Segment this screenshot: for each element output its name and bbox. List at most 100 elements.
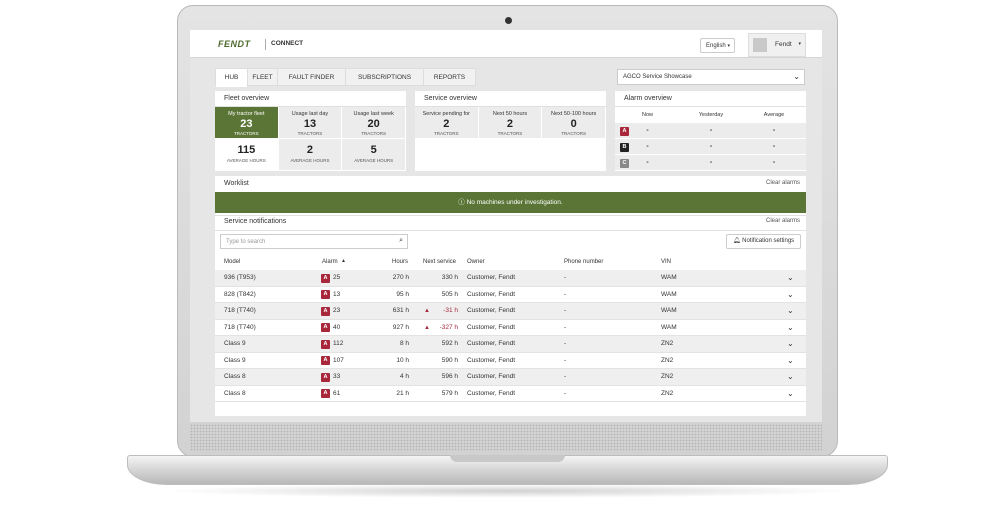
alarm-badge: A bbox=[321, 339, 330, 349]
expand-chevron[interactable]: ⌄ bbox=[787, 273, 794, 282]
cell-owner: Customer, Fendt bbox=[467, 274, 516, 281]
table-row[interactable]: Class 9 A 112 8 h 592 h Customer, Fendt - ZN2 ⌄ bbox=[215, 336, 806, 353]
alarm-badge: A bbox=[321, 356, 330, 365]
warning-icon: ▲ bbox=[424, 324, 430, 331]
cell-vin: ZN2 bbox=[661, 340, 674, 347]
table-body: 936 (T953) A 25 270 h 330 h Customer, Fendt - W… bbox=[215, 270, 806, 403]
service-overview: Service overview Service pending for 2 TRAC… bbox=[415, 91, 606, 171]
cell-model: Class 9 bbox=[224, 356, 246, 364]
divider bbox=[615, 106, 806, 107]
expand-chevron[interactable]: ⌄ bbox=[787, 355, 794, 365]
stat-value: 0 bbox=[570, 118, 577, 130]
cell-owner: Customer, Fendt bbox=[467, 389, 516, 397]
column-header[interactable]: Hours bbox=[392, 259, 409, 265]
stat-cell: 5 AVERAGE HOURS bbox=[342, 139, 406, 171]
stat-label: Service pending for bbox=[422, 111, 471, 117]
language-select[interactable]: English ▾ bbox=[700, 38, 735, 53]
divider bbox=[415, 106, 606, 107]
column-header: Average bbox=[742, 107, 806, 123]
cell-hours: 95 h bbox=[396, 290, 409, 298]
expand-chevron[interactable]: ⌄ bbox=[787, 372, 794, 381]
panel-title: Service overview bbox=[424, 95, 477, 102]
expand-chevron[interactable]: ⌄ bbox=[787, 289, 794, 299]
stat-cell: Service pending for 2 TRACTORS bbox=[415, 107, 479, 139]
sort-icon: ▲ bbox=[341, 258, 346, 264]
table-row[interactable]: 718 (T740) A 40 927 h ▲ -327 h Customer, Fendt… bbox=[215, 319, 806, 336]
alarm-value: - bbox=[709, 159, 713, 166]
stat-cell: 2 AVERAGE HOURS bbox=[278, 139, 343, 171]
table-row[interactable]: Class 8 A 61 21 h 579 h Customer, Fendt - ZN2 ⌄ bbox=[215, 385, 806, 402]
column-header[interactable]: Next service bbox=[423, 259, 457, 265]
expand-chevron[interactable]: ⌄ bbox=[787, 322, 794, 332]
stat-label: Usage last week bbox=[353, 111, 394, 117]
stat-value: 2 bbox=[443, 118, 450, 130]
stat-label: Next 50 hours bbox=[492, 111, 528, 117]
stat-unit: AVERAGE HOURS bbox=[226, 158, 266, 163]
tab[interactable]: REPORTS bbox=[424, 69, 476, 87]
stat-value: 23 bbox=[240, 118, 253, 130]
cell-next-service: 330 h bbox=[441, 274, 458, 281]
expand-chevron[interactable]: ⌄ bbox=[787, 306, 794, 315]
search-input[interactable]: Type to search ⌕ bbox=[220, 234, 408, 249]
column-header[interactable]: Model bbox=[224, 259, 241, 265]
alarm-badge: A bbox=[321, 372, 330, 382]
column-header[interactable]: Alarm bbox=[322, 259, 338, 265]
language: English bbox=[706, 43, 726, 49]
notification-settings[interactable]: 🔔︎ Notification settings bbox=[726, 234, 801, 249]
top-bar: FENDT CONNECT English ▾ Fendt ▾ bbox=[190, 30, 822, 58]
stat-cell: Next 50-100 hours 0 TRACTORS bbox=[542, 107, 606, 139]
column-header: Now bbox=[615, 107, 680, 123]
stat-value: 2 bbox=[306, 144, 314, 156]
clear-alarms[interactable]: Clear alarms bbox=[765, 218, 800, 224]
main-panel: Worklist Clear alarms ⓘ No machines unde… bbox=[215, 176, 806, 416]
stat-label: Usage last day bbox=[291, 111, 329, 117]
cell-alarm: 33 bbox=[333, 373, 341, 380]
cell-vin: WAM bbox=[661, 290, 677, 298]
alarm-badge: A bbox=[321, 323, 330, 332]
table-row[interactable]: Class 9 A 107 10 h 590 h Customer, Fendt - ZN2 ⌄ bbox=[215, 352, 806, 369]
tab[interactable]: FAULT FINDER bbox=[278, 69, 346, 87]
cell-next-service: 590 h bbox=[441, 356, 458, 364]
alarm-value: - bbox=[772, 143, 776, 150]
user-menu[interactable]: Fendt ▾ bbox=[748, 33, 806, 57]
column-header[interactable]: Phone number bbox=[564, 259, 604, 265]
alarm-row bbox=[615, 155, 806, 171]
cell-alarm: 40 bbox=[333, 323, 341, 331]
alarm-value: - bbox=[709, 127, 713, 134]
stat-unit: AVERAGE HOURS bbox=[354, 158, 394, 163]
table-row[interactable]: Class 8 A 33 4 h 596 h Customer, Fendt - ZN2 ⌄ bbox=[215, 369, 806, 386]
alarm-value: - bbox=[646, 159, 649, 166]
logo[interactable]: FENDT bbox=[218, 39, 251, 49]
cell-vin: WAM bbox=[661, 323, 677, 331]
cell-hours: 4 h bbox=[399, 373, 409, 380]
cell-vin: ZN2 bbox=[661, 389, 674, 397]
cell-next-service: 592 h bbox=[441, 340, 458, 347]
stat-label: My tractor fleet bbox=[228, 111, 265, 117]
divider bbox=[215, 106, 406, 107]
cell-hours: 10 h bbox=[396, 356, 409, 364]
column-header[interactable]: Owner bbox=[467, 259, 485, 265]
expand-chevron[interactable]: ⌄ bbox=[787, 388, 794, 398]
tab[interactable]: SUBSCRIPTIONS bbox=[346, 69, 424, 87]
app-name: CONNECT bbox=[271, 40, 304, 47]
cell-phone: - bbox=[564, 323, 567, 331]
table-row[interactable]: 718 (T740) A 23 631 h ▲ -31 h Customer, Fendt -… bbox=[215, 303, 806, 320]
alarm-badge: B bbox=[620, 142, 629, 152]
tab[interactable]: FLEET bbox=[248, 69, 278, 87]
separator bbox=[265, 39, 266, 50]
alarm-value: - bbox=[646, 143, 649, 150]
cell-alarm: 25 bbox=[333, 274, 341, 281]
column-header[interactable]: VIN bbox=[661, 259, 672, 265]
account: AGCO Service Showcase bbox=[623, 74, 692, 80]
table-row[interactable]: 936 (T953) A 25 270 h 330 h Customer, Fendt - W… bbox=[215, 270, 806, 287]
divider bbox=[215, 215, 806, 216]
cell-owner: Customer, Fendt bbox=[467, 290, 516, 298]
account-select[interactable]: AGCO Service Showcase ⌄ bbox=[617, 69, 805, 85]
tab[interactable]: HUB bbox=[216, 69, 248, 87]
expand-chevron[interactable]: ⌄ bbox=[787, 339, 794, 348]
stat-cell: Usage last day 13 TRACTORS bbox=[278, 107, 343, 139]
clear-alarms[interactable]: Clear alarms bbox=[765, 180, 800, 186]
stat-cell: Usage last week 20 TRACTORS bbox=[342, 107, 406, 139]
table-row[interactable]: 828 (T842) A 13 95 h 505 h Customer, Fendt - WA… bbox=[215, 286, 806, 303]
cell-alarm: 23 bbox=[333, 307, 341, 314]
